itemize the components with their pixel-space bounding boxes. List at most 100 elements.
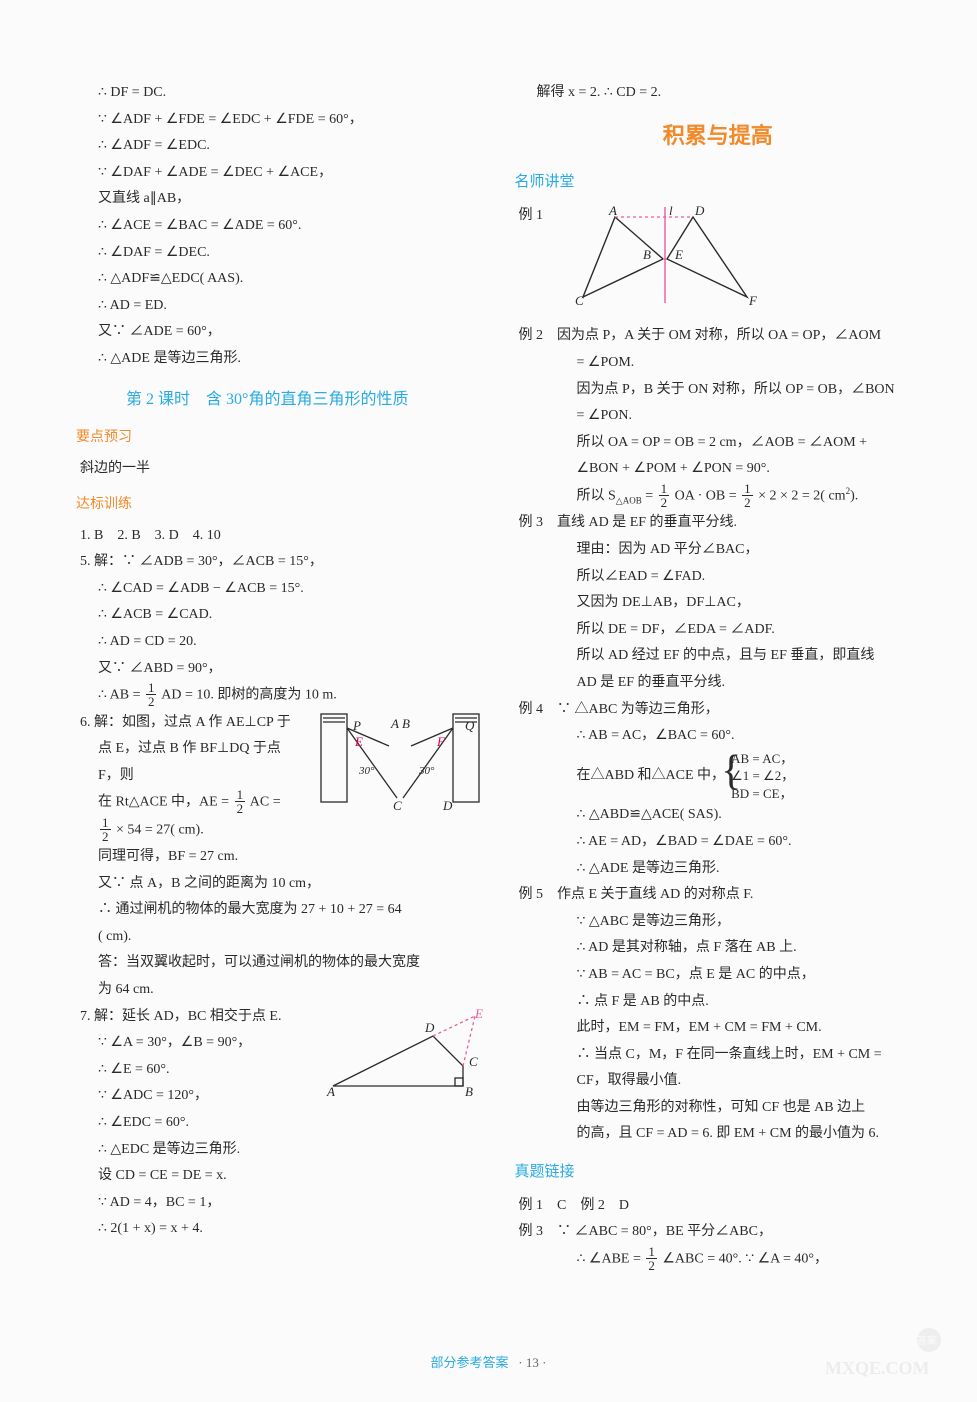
text-line: 解得 x = 2. ∴ CD = 2.	[519, 80, 918, 107]
lecture-heading: 名师讲堂	[515, 168, 918, 197]
text-line: 又直线 a∥AB，	[80, 186, 479, 213]
text-line: ∴ △ADF≌△EDC( AAS).	[80, 266, 479, 293]
text-line: ∴ ∠EDC = 60°.	[80, 1110, 479, 1137]
ex4-frag: 在△ABD 和△ACE 中，	[577, 763, 726, 790]
text-line: 在△ABD 和△ACE 中， { AB = AC， ∠1 = ∠2， BD = …	[519, 750, 918, 803]
figure-triangle-7: A B C D E	[325, 1008, 485, 1100]
t5-frag: AD = 10. 即树的高度为 10 m.	[161, 688, 337, 703]
text-line: AD 是 EF 的垂直平分线.	[519, 670, 918, 697]
text-line: 因为点 P，B 关于 ON 对称，所以 OP = OB，∠BON	[519, 377, 918, 404]
text-line: 例 4 ∵ △ABC 为等边三角形，	[519, 697, 918, 724]
fraction-half: 12	[659, 482, 670, 509]
label-A: A	[326, 1084, 335, 1099]
label-30a: 30°	[358, 765, 375, 777]
label-D: D	[442, 798, 453, 813]
text-line: CF，取得最小值.	[519, 1068, 918, 1095]
label-F: F	[748, 293, 758, 308]
figure-ex1: A l D B E C F	[567, 203, 777, 324]
svg-text:答案: 答案	[917, 1334, 937, 1347]
example-label: 例 1	[519, 203, 544, 230]
text-line: 答：当双翼收起时，可以通过闸机的物体的最大宽度	[80, 950, 479, 977]
text-line: 同理可得，BF = 27 cm.	[80, 844, 479, 871]
text-line: 所以 DE = DF，∠EDA = ∠ADF.	[519, 617, 918, 644]
text-line: ∴ 当点 C，M，F 在同一条直线上时，EM + CM =	[519, 1042, 918, 1069]
label-l: l	[669, 203, 673, 218]
svg-text:MXQE.COM: MXQE.COM	[825, 1358, 929, 1378]
text-line: ∴ AD = CD = 20.	[80, 629, 479, 656]
text-line: 所以 AD 经过 EF 的中点，且与 EF 垂直，即直线	[519, 643, 918, 670]
brace-system: { AB = AC， ∠1 = ∠2， BD = CE，	[731, 750, 794, 803]
link-heading: 真题链接	[515, 1158, 918, 1187]
fraction-half: 12	[742, 482, 753, 509]
text-line: ( cm).	[80, 924, 479, 951]
text-line: ∵ AB = AC = BC，点 E 是 AC 的中点，	[519, 962, 918, 989]
text-line: 为 64 cm.	[80, 977, 479, 1004]
text-line: ∴ AD = ED.	[80, 293, 479, 320]
label-C: C	[575, 293, 584, 308]
label-B: B	[643, 247, 651, 262]
text-line: ∴ △ABD≌△ACE( SAS).	[519, 802, 918, 829]
fraction-half: 12	[235, 788, 246, 815]
text-line: ∵ ∠DAF + ∠ADE = ∠DEC + ∠ACE，	[80, 160, 479, 187]
lesson-title: 第 2 课时 含 30°角的直角三角形的性质	[56, 385, 479, 415]
training-heading: 达标训练	[76, 492, 479, 519]
text-line: ∴ ∠DAF = ∠DEC.	[80, 240, 479, 267]
text-line: = ∠PON.	[519, 403, 918, 430]
text-line: ∴ ∠CAD = ∠ADB − ∠ACB = 15°.	[80, 576, 479, 603]
section-title: 积累与提高	[519, 115, 918, 157]
text-line: ∴ AE = AD，∠BAD = ∠DAE = 60°.	[519, 829, 918, 856]
label-B: B	[465, 1084, 473, 1099]
label-P: P	[352, 718, 361, 733]
text-line: ∴ ∠ABE = 12 ∠ABC = 40°. ∵ ∠A = 40°，	[519, 1246, 918, 1273]
figure-gate: P A B Q E F 30° 30° C D	[315, 706, 485, 816]
footer-page: · 13 ·	[518, 1355, 546, 1370]
text-line: 例 1 C 例 2 D	[519, 1193, 918, 1220]
lk3-frag: ∠ABC = 40°. ∵ ∠A = 40°，	[662, 1251, 828, 1266]
text-line: ∴ 点 F 是 AB 的中点.	[519, 989, 918, 1016]
ex2-frag: × 2 × 2 = 2( cm	[758, 489, 845, 504]
label-30b: 30°	[418, 765, 435, 777]
label-C: C	[393, 798, 402, 813]
label-E: E	[354, 734, 363, 749]
label-D: D	[694, 203, 705, 218]
text-line: 所以∠EAD = ∠FAD.	[519, 564, 918, 591]
text-line: ∴ DF = DC.	[80, 80, 479, 107]
text-line: ∵ △ABC 是等边三角形，	[519, 909, 918, 936]
t6-frag: AC =	[250, 795, 281, 810]
text-line: 又因为 DE⊥AB，DF⊥AC，	[519, 590, 918, 617]
text-line: ∴ ∠ACB = ∠CAD.	[80, 602, 479, 629]
text-line: 所以 OA = OP = OB = 2 cm，∠AOB = ∠AOM +	[519, 430, 918, 457]
ex2-frag: 所以 S	[577, 489, 616, 504]
label-C: C	[469, 1054, 478, 1069]
text-line: 设 CD = CE = DE = x.	[80, 1163, 479, 1190]
text-line: 又∵ ∠ABD = 90°，	[80, 656, 479, 683]
text-line: ∴ △EDC 是等边三角形.	[80, 1137, 479, 1164]
ex2-frag: ).	[850, 489, 858, 504]
text-line: 1. B 2. B 3. D 4. 10	[80, 523, 479, 550]
fraction-half: 12	[146, 681, 157, 708]
label-F: F	[436, 734, 446, 749]
text-line: ∴ △ADE 是等边三角形.	[80, 346, 479, 373]
text-line: 又∵ 点 A，B 之间的距离为 10 cm，	[80, 871, 479, 898]
t6-frag: × 54 = 27( cm).	[116, 822, 204, 837]
t6-frag: 在 Rt△ACE 中，AE =	[98, 795, 229, 810]
text-line: 所以 S△AOB = 12 OA · OB = 12 × 2 × 2 = 2( …	[519, 483, 918, 510]
ex2-frag: OA · OB =	[675, 489, 737, 504]
label-E: E	[674, 247, 683, 262]
text-line: ∵ AD = 4，BC = 1，	[80, 1190, 479, 1217]
ex2-frag: =	[645, 489, 653, 504]
text-line: ∵ ∠ADF + ∠FDE = ∠EDC + ∠FDE = 60°，	[80, 107, 479, 134]
text-line: ∴ 2(1 + x) = x + 4.	[80, 1216, 479, 1243]
fraction-half: 12	[100, 816, 111, 843]
text-line: ∠BON + ∠POM + ∠PON = 90°.	[519, 456, 918, 483]
right-column: 解得 x = 2. ∴ CD = 2. 积累与提高 名师讲堂 例 1	[511, 80, 918, 1273]
fraction-half: 12	[646, 1245, 657, 1272]
preview-heading: 要点预习	[76, 425, 479, 452]
ex2-sub: △AOB	[616, 496, 642, 506]
text-line: 的高，且 CF = AD = 6. 即 EM + CM 的最小值为 6.	[519, 1121, 918, 1148]
text-line: ∴ AB = AC，∠BAC = 60°.	[519, 723, 918, 750]
watermark: 答案 MXQE.COM	[819, 1324, 959, 1384]
left-column: ∴ DF = DC. ∵ ∠ADF + ∠FDE = ∠EDC + ∠FDE =…	[60, 80, 479, 1273]
text-line: 例 2 因为点 P，A 关于 OM 对称，所以 OA = OP，∠AOM	[519, 323, 918, 350]
text-line: ∴ ∠ACE = ∠BAC = ∠ADE = 60°.	[80, 213, 479, 240]
